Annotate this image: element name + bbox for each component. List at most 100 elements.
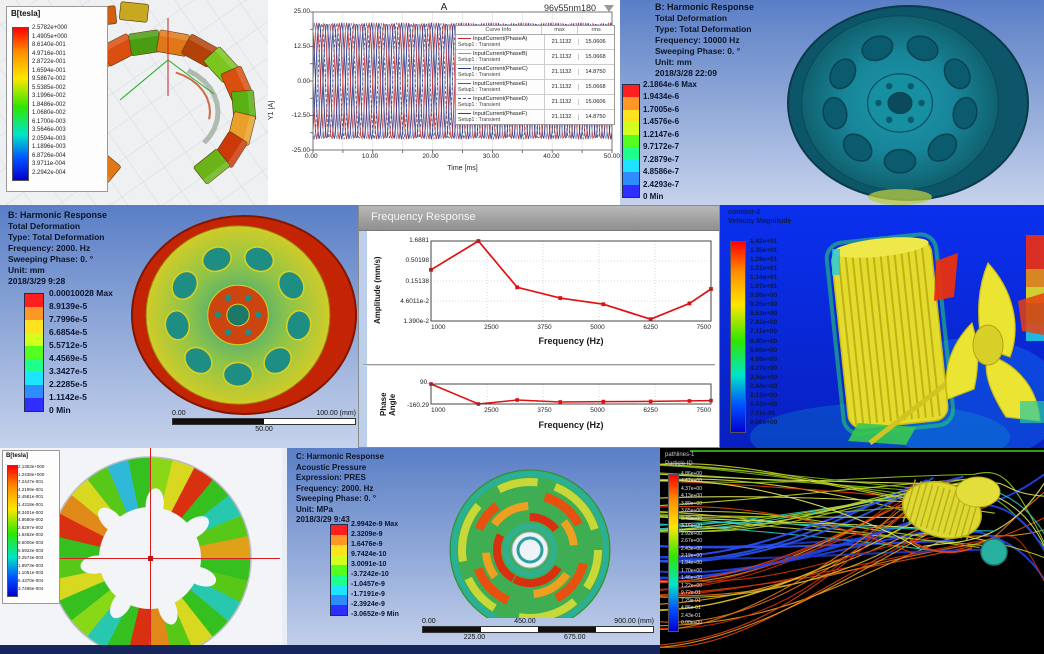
y-tick-1: 12.50	[293, 42, 310, 50]
colorbar-value-9: 2.67e+00	[681, 538, 702, 545]
colorbar-labels: 1.42e+01 1.35e+01 1.28e+01 1.21e+01 1.14e+01…	[750, 237, 777, 427]
colorbar-value-3: 1.21e+01	[750, 265, 778, 273]
colorbar-value-17: 2.13e+00	[750, 391, 778, 399]
annotation-line-2: Expression: PRES	[296, 473, 366, 482]
annotation-line-1: Total Deformation	[8, 221, 81, 231]
maxwell-bottom-value-14: 1.1051e-003	[18, 570, 44, 576]
maxwell-top-value-14: 1.1896e-003	[32, 144, 66, 150]
amplitude-x-label: Frequency (Hz)	[538, 336, 604, 346]
curve-swatch-icon	[458, 83, 471, 85]
colorbar-value-0: 0.00010028 Max	[49, 287, 113, 298]
maxwell-top-value-4: 2.8722e-001	[32, 59, 66, 65]
x-tick-5: 50.00	[603, 153, 620, 160]
maxwell-bottom-value-2: 7.2447e-001	[18, 479, 44, 485]
annotation-line-5: Unit: mm	[655, 57, 692, 67]
annotation-line-6: 2018/3/28 22:09	[655, 68, 717, 78]
colorbar-value-5: 3.65e+00	[681, 508, 702, 515]
annotation-line-5: Unit: mm	[8, 265, 45, 275]
colorbar-value-6: 3.3427e-5	[49, 365, 88, 376]
ruler-bar	[172, 418, 356, 425]
amp-y-tick-4: 1.390e-2	[403, 318, 429, 325]
amp-y-tick-2: 0.15138	[405, 277, 430, 285]
colorbar-value-9: 0 Min	[643, 192, 664, 202]
window-left-margin	[359, 230, 367, 447]
colorbar-value-16: 9.72e-01	[681, 590, 701, 597]
cfd-contour-scene	[720, 205, 1044, 448]
colorbar-value-13: 4.98e+00	[750, 355, 778, 363]
colorbar-value-11: 2.19e+00	[681, 552, 702, 559]
annotation-line-3: Frequency: 10000 Hz	[655, 35, 740, 45]
colorbar-labels: 0.00010028 Max 8.9139e-5 7.7996e-5 6.6854e-…	[49, 286, 113, 416]
crosshair-horizontal	[28, 558, 280, 559]
amp-x-tick-5: 7500	[696, 324, 711, 331]
colorbar-value-8: 2.92e+00	[681, 530, 702, 537]
colorbar-value-20: 0.00e+00	[750, 418, 778, 426]
maxwell-bottom-value-11: 5.5922e-003	[18, 547, 44, 553]
maxwell-bottom-value-15: 6.4370e-004	[18, 577, 44, 583]
maxwell-top-value-10: 1.0680e-002	[32, 110, 66, 116]
colorbar-value-2: 4.37e+00	[681, 485, 702, 492]
phase-x-tick-3: 5000	[590, 407, 605, 414]
colorbar-value-5: -3.7242e-10	[351, 570, 389, 578]
legend-row-5: InputCurrent(PhaseF) Setup1 : Transient 21…	[458, 110, 606, 124]
amp-y-tick-0: 1.6881	[409, 237, 429, 244]
panel-harmonic-2000hz: B: Harmonic Response Total Deformation Typ…	[0, 205, 358, 448]
colorbar-value-1: 8.9139e-5	[49, 300, 88, 311]
curve-legend[interactable]: Curve Info max rms InputCurrent(PhaseA) S…	[455, 25, 615, 125]
curve-swatch-icon	[458, 98, 471, 100]
annotation-line-0: B: Harmonic Response	[655, 2, 755, 12]
colorbar-value-0: 2.9942e-9 Max	[351, 520, 399, 528]
maxwell-top-value-13: 2.0594e-003	[32, 135, 66, 142]
legend-title-2: Velocity Magnitude	[728, 218, 792, 225]
colorbar-value-9: 0 Min	[49, 404, 71, 415]
legend-title-1: contour-2	[728, 209, 761, 216]
maxwell-top-value-0: 2.5782e+000	[32, 25, 68, 31]
legend-row-1: InputCurrent(PhaseB) Setup1 : Transient 21…	[456, 50, 614, 65]
x-tick-2: 20.00	[422, 153, 439, 160]
colorbar-value-14: 1.46e+00	[681, 575, 702, 582]
colorbar-title: B[tesla]	[6, 453, 29, 459]
x-axis-label: Time [ms]	[447, 165, 478, 172]
colorbar-value-5: 9.7172e-7	[643, 142, 680, 152]
colorbar-value-7: 4.8586e-7	[643, 167, 680, 177]
y-tick-3: -12.50	[291, 112, 310, 120]
colorbar-value-13: 1.70e+00	[681, 567, 702, 574]
window-titlebar[interactable]: Frequency Response	[359, 206, 719, 231]
ruler-bar	[422, 626, 654, 633]
colorbar-value-6: 9.96e+00	[750, 292, 778, 300]
annotation-line-3: Frequency: 2000. Hz	[8, 243, 91, 253]
maxwell-bottom-value-4: 2.4581e-001	[18, 494, 44, 500]
panel-cfd-contour: contour-2 Velocity Magnitude 1.42e+01 1.3…	[720, 205, 1044, 448]
colorbar-value-8: 2.4293e-7	[643, 179, 680, 189]
phase-x-label: Frequency (Hz)	[538, 420, 604, 430]
colorbar-value-15: 1.22e+00	[681, 582, 702, 589]
maxwell-bottom-value-5: 1.4318e-001	[18, 501, 44, 507]
legend-row-2: InputCurrent(PhaseC) Setup1 : Transient 21…	[456, 65, 614, 80]
panel-acoustic-pressure: C: Harmonic Response Acoustic Pressure Exp…	[282, 448, 660, 654]
annotation-line-1: Total Deformation	[655, 13, 728, 23]
annotation-line-3: Frequency: 2000. Hz	[296, 483, 374, 493]
annotation-line-5: Unit: MPa	[296, 504, 333, 514]
y-tick-0: 25.00	[293, 8, 310, 15]
maxwell-top-value-11: 6.1700e-003	[32, 118, 66, 125]
amp-x-tick-2: 3750	[537, 324, 552, 331]
colorbar-value-9: 7.82e+00	[750, 319, 778, 327]
taskbar-strip	[282, 645, 660, 654]
amp-x-tick-4: 6250	[643, 324, 658, 331]
maxwell-top-value-16: 3.9711e-004	[32, 161, 66, 167]
colorbar-bands	[622, 84, 640, 198]
x-tick-4: 40.00	[543, 153, 560, 160]
annotation-line-2: Type: Total Deformation	[655, 24, 752, 34]
deformed-wheel-model	[787, 5, 1029, 205]
colorbar-value-0: 2.1864e-6 Max	[643, 79, 697, 89]
colorbar-value-1: 4.62e+00	[681, 478, 702, 485]
colorbar-labels: 2.1864e-6 Max 1.9434e-6 1.7005e-6 1.4576e-6…	[643, 78, 697, 203]
colorbar-value-1: 1.9434e-6	[643, 92, 680, 102]
colorbar-value-1: 1.35e+01	[750, 247, 778, 255]
colorbar-value-0: 4.86e+00	[681, 471, 702, 477]
window-collapse-icon[interactable]	[604, 5, 614, 12]
amp-x-tick-1: 2500	[484, 324, 499, 331]
phase-x-tick-2: 3750	[537, 407, 552, 414]
legend-header-rms: rms	[591, 27, 601, 33]
colorbar-value-6: 7.2879e-7	[643, 154, 680, 164]
